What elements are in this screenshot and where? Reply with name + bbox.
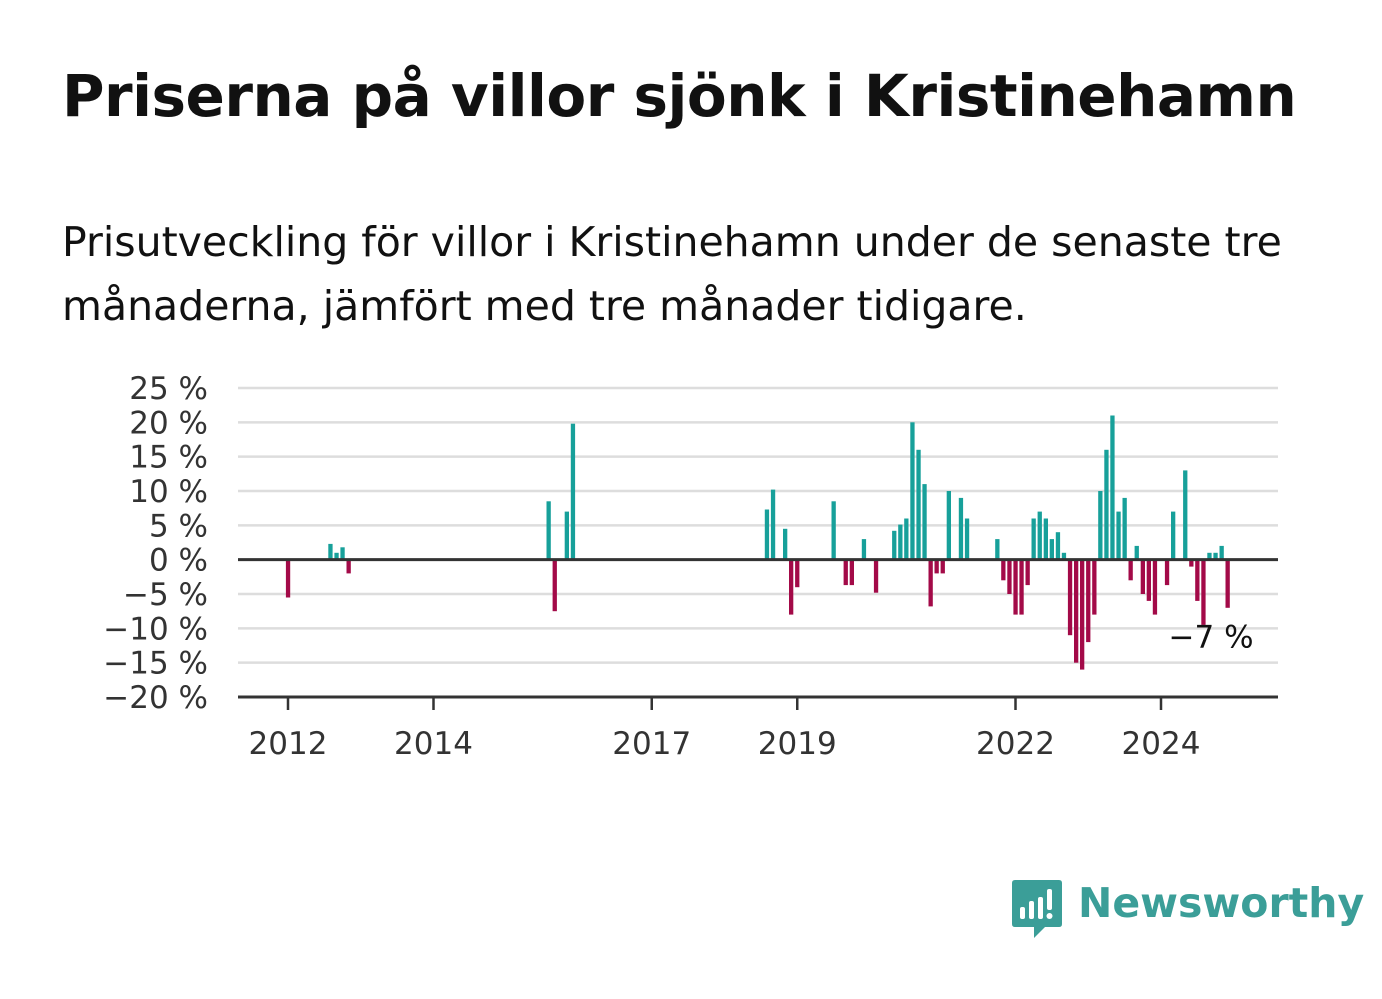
bar: [546, 501, 551, 560]
y-tick-label: 15 %: [129, 440, 208, 476]
gridlines: [238, 386, 1278, 699]
bar: [1067, 559, 1073, 636]
y-tick-label: −5 %: [123, 577, 208, 613]
bar: [843, 559, 848, 586]
bar: [873, 559, 879, 593]
bar: [940, 559, 945, 574]
bar: [328, 543, 333, 560]
bar: [1171, 511, 1176, 560]
bar: [898, 524, 903, 560]
bar: [340, 547, 345, 560]
bar: [1213, 552, 1218, 560]
bar: [285, 559, 291, 598]
bar: [1049, 539, 1054, 560]
bar: [1140, 559, 1145, 594]
bar: [1104, 449, 1109, 560]
x-tick-label: 2012: [249, 726, 328, 762]
bar: [934, 559, 939, 574]
bar: [964, 518, 970, 560]
newsworthy-logo: Newsworthy: [1012, 880, 1364, 940]
bar: [1164, 559, 1170, 586]
bar: [764, 509, 770, 560]
y-tick-label: 0 %: [149, 543, 208, 579]
bar: [1025, 559, 1030, 586]
bar: [1092, 559, 1097, 615]
bar: [1183, 470, 1188, 560]
bar: [783, 528, 788, 560]
bar: [1201, 559, 1206, 625]
bar: [1043, 518, 1048, 560]
annotations: −7 %: [1169, 620, 1254, 656]
bar: [1146, 559, 1151, 601]
bar: [1225, 559, 1230, 608]
bar: [1122, 497, 1127, 560]
y-tick-label: 20 %: [129, 405, 208, 441]
bars: [285, 415, 1230, 670]
x-axis-tick-labels: 2012 2014 2017 2019 2022 2024: [249, 726, 1201, 762]
bar: [1098, 491, 1103, 560]
bar: [946, 491, 951, 560]
bar: [1013, 559, 1018, 615]
bar: [1074, 559, 1079, 663]
bar: [1195, 559, 1200, 601]
bar: [1001, 559, 1006, 581]
bar: [1152, 559, 1158, 615]
bar: [1128, 559, 1133, 581]
y-axis-tick-labels: 25 %20 %15 %10 %5 %0 %−5 %−10 %−15 %−20 …: [103, 371, 208, 716]
chart-title: Priserna på villor sjönk i Kristinehamn: [62, 62, 1297, 130]
bar-chart: 25 %20 %15 %10 %5 %0 %−5 %−10 %−15 %−20 …: [103, 371, 1278, 762]
x-tick-label: 2024: [1122, 726, 1201, 762]
bar: [346, 559, 351, 574]
y-tick-label: −20 %: [103, 680, 208, 716]
bar: [570, 423, 576, 560]
bar: [922, 484, 927, 560]
bar: [910, 422, 915, 560]
bar: [795, 559, 800, 588]
bar: [928, 559, 933, 607]
bar: [1189, 559, 1194, 567]
y-tick-label: 10 %: [129, 474, 208, 510]
bar: [770, 489, 776, 560]
bar: [1080, 559, 1085, 670]
newsworthy-logo-icon: [1012, 880, 1062, 938]
bar: [958, 497, 964, 560]
y-tick-label: −10 %: [103, 611, 208, 647]
bar: [1134, 545, 1139, 560]
bar: [861, 539, 867, 560]
x-tick-label: 2017: [612, 726, 691, 762]
bar: [1031, 518, 1036, 560]
y-tick-label: −15 %: [103, 646, 208, 682]
bar: [831, 501, 836, 560]
bar: [789, 559, 794, 615]
y-tick-label: 5 %: [149, 508, 208, 544]
x-tick-label: 2022: [976, 726, 1055, 762]
bar: [1055, 532, 1061, 560]
bar: [552, 559, 557, 612]
bar: [1219, 545, 1224, 560]
bar: [849, 559, 854, 586]
bar: [1007, 559, 1012, 594]
y-tick-label: 25 %: [129, 371, 208, 407]
axes: [238, 558, 1278, 710]
bar: [564, 511, 569, 560]
bar: [1110, 415, 1115, 560]
bar: [916, 449, 921, 560]
latest-value-annotation: −7 %: [1169, 620, 1254, 656]
bar: [1061, 552, 1067, 560]
chart-subtitle: Prisutveckling för villor i Kristinehamn…: [62, 218, 1282, 330]
bar: [1207, 552, 1212, 560]
bar: [1019, 559, 1024, 615]
bar: [334, 552, 339, 560]
x-tick-label: 2019: [758, 726, 837, 762]
newsworthy-logo-text: Newsworthy: [1078, 879, 1365, 927]
bar: [1116, 511, 1121, 560]
bar: [892, 530, 897, 560]
bar: [904, 518, 909, 560]
bar: [1086, 559, 1091, 643]
bar: [1037, 511, 1042, 560]
bar: [995, 539, 1000, 560]
x-tick-label: 2014: [394, 726, 473, 762]
